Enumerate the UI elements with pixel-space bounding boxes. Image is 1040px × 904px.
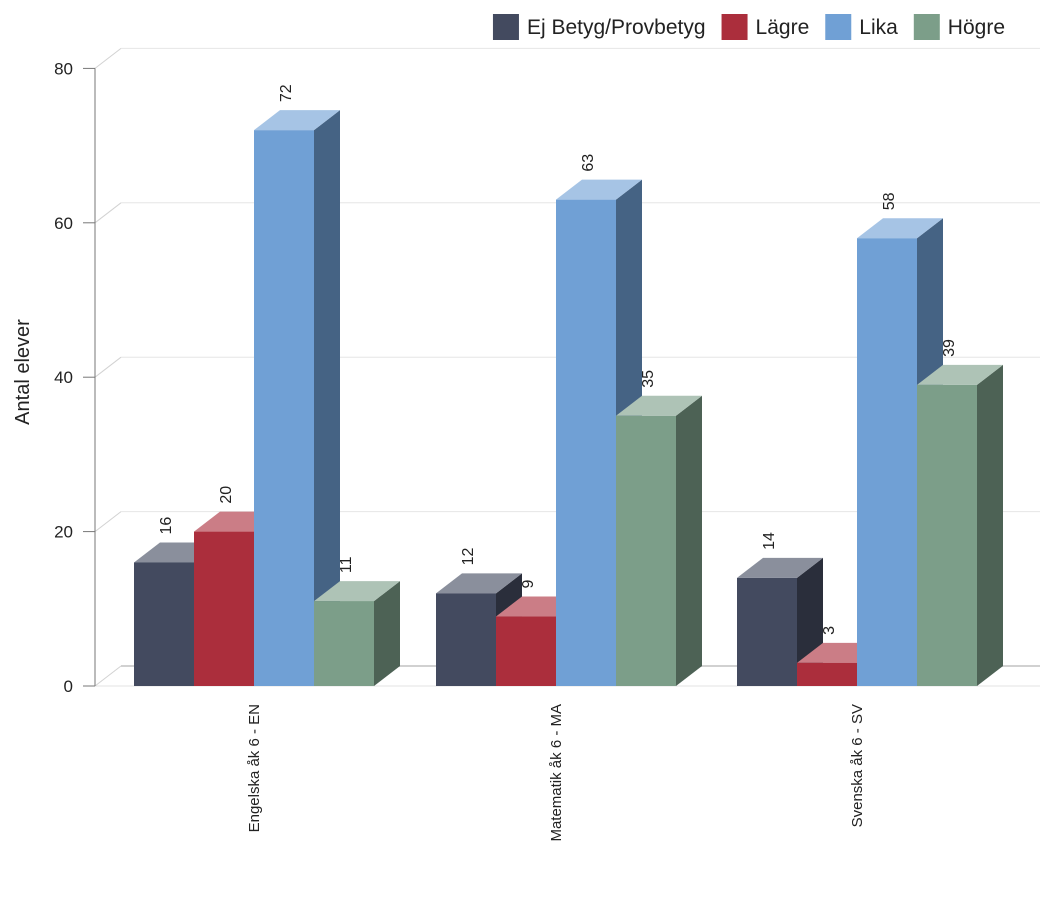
- legend-label: Högre: [948, 16, 1005, 39]
- y-tick-label-0: 0: [64, 677, 73, 696]
- data-label-2-1: 12: [460, 547, 477, 565]
- data-label-1-1: 16: [158, 517, 175, 535]
- data-label-3-1: 14: [761, 532, 778, 550]
- category-label-3: Svenska åk 6 - SV: [849, 704, 866, 827]
- data-label-2-3: 63: [580, 154, 597, 172]
- bar-3-1[interactable]: [737, 557, 823, 686]
- data-label-1-4: 11: [338, 556, 355, 573]
- legend-item-3[interactable]: Lika: [825, 14, 898, 40]
- data-label-3-4: 39: [941, 339, 958, 357]
- bar-2-4[interactable]: [616, 395, 702, 686]
- data-label-3-3: 58: [881, 192, 898, 210]
- legend[interactable]: Ej Betyg/Provbetyg Lägre Lika Högre: [492, 14, 1005, 40]
- bars: [134, 110, 1003, 687]
- legend-label: Lika: [859, 16, 898, 39]
- legend-swatch: [492, 14, 519, 40]
- category-label-1: Engelska åk 6 - EN: [246, 704, 263, 832]
- legend-item-1[interactable]: Ej Betyg/Provbetyg: [492, 14, 706, 40]
- legend-swatch: [721, 14, 748, 40]
- data-label-3-2: 3: [821, 626, 838, 635]
- data-label-1-2: 20: [218, 486, 235, 504]
- bar-3-4[interactable]: [917, 364, 1003, 686]
- legend-label: Lägre: [756, 16, 810, 39]
- data-label-1-3: 72: [278, 84, 295, 102]
- gridline-80: [94, 47, 1040, 69]
- bar-1-4[interactable]: [314, 581, 400, 686]
- legend-item-4[interactable]: Högre: [913, 14, 1005, 40]
- data-labels: 16 20 72 11 12 9 63 35 14 3 58 39: [158, 84, 958, 635]
- y-axis-title: Antal elever: [12, 319, 34, 425]
- y-tick-label-80: 80: [54, 59, 73, 78]
- y-tick-label-40: 40: [54, 368, 73, 387]
- legend-label: Ej Betyg/Provbetyg: [527, 16, 706, 39]
- legend-item-2[interactable]: Lägre: [721, 14, 810, 40]
- category-labels: Engelska åk 6 - EN Matematik åk 6 - MA Sve…: [246, 704, 866, 842]
- data-label-2-2: 9: [520, 580, 537, 589]
- axes: 0 20 40 60 80: [54, 59, 96, 696]
- bar-1-3[interactable]: [254, 110, 340, 686]
- legend-swatch: [825, 14, 852, 40]
- data-label-2-4: 35: [640, 370, 657, 388]
- y-tick-label-60: 60: [54, 214, 73, 233]
- category-label-2: Matematik åk 6 - MA: [548, 704, 565, 842]
- legend-swatch: [913, 14, 940, 40]
- y-tick-label-20: 20: [54, 523, 73, 542]
